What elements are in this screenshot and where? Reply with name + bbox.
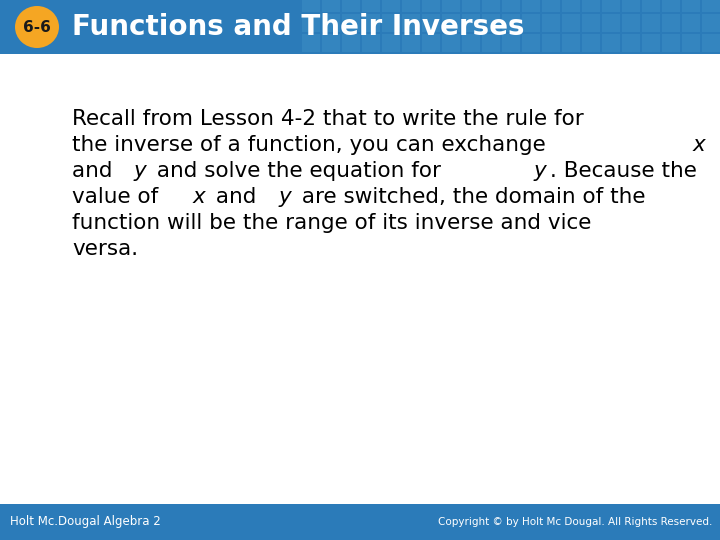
Text: y: y [133, 161, 146, 181]
Bar [442, 14, 460, 32]
Bar [0, 504, 720, 540]
Bar [542, 34, 560, 52]
Bar [542, 0, 560, 12]
Bar [382, 14, 400, 32]
Text: 6-6: 6-6 [23, 19, 51, 35]
Bar [662, 34, 680, 52]
Bar [462, 0, 480, 12]
Text: x: x [192, 187, 205, 207]
Bar [482, 34, 500, 52]
Bar [422, 14, 440, 32]
Bar [362, 14, 380, 32]
Bar [642, 14, 660, 32]
Bar [582, 14, 600, 32]
Bar [422, 34, 440, 52]
Text: the inverse of a function, you can exchange: the inverse of a function, you can excha… [72, 135, 553, 155]
Bar [702, 14, 720, 32]
Bar [382, 0, 400, 12]
Bar [322, 34, 340, 52]
Bar [462, 34, 480, 52]
Bar [302, 0, 320, 12]
Text: Holt Mc.Dougal Algebra 2: Holt Mc.Dougal Algebra 2 [10, 516, 161, 529]
Text: versa.: versa. [72, 239, 138, 259]
Bar [662, 0, 680, 12]
Bar [442, 34, 460, 52]
Bar [622, 14, 640, 32]
Text: x: x [692, 135, 705, 155]
Bar [302, 14, 320, 32]
Text: function will be the range of its inverse and vice: function will be the range of its invers… [72, 213, 591, 233]
Bar [702, 0, 720, 12]
Bar [402, 0, 420, 12]
Bar [582, 0, 600, 12]
Bar [582, 34, 600, 52]
Bar [342, 34, 360, 52]
Text: Copyright © by Holt Mc Dougal. All Rights Reserved.: Copyright © by Holt Mc Dougal. All Right… [438, 517, 712, 527]
Text: Functions and Their Inverses: Functions and Their Inverses [72, 13, 524, 41]
Ellipse shape [15, 6, 59, 48]
Bar [342, 0, 360, 12]
Bar [0, 0, 720, 54]
Bar [402, 34, 420, 52]
Bar [522, 14, 540, 32]
Bar [402, 14, 420, 32]
Bar [562, 0, 580, 12]
Text: . Because the: . Because the [550, 161, 697, 181]
Bar [382, 34, 400, 52]
Bar [482, 0, 500, 12]
Bar [522, 34, 540, 52]
Bar [482, 14, 500, 32]
Bar [682, 0, 700, 12]
Bar [362, 34, 380, 52]
Bar [502, 34, 520, 52]
Bar [522, 0, 540, 12]
Bar [642, 0, 660, 12]
Bar [542, 14, 560, 32]
Text: are switched, the domain of the: are switched, the domain of the [295, 187, 646, 207]
Bar [602, 14, 620, 32]
Bar [602, 34, 620, 52]
Bar [622, 0, 640, 12]
Bar [302, 34, 320, 52]
Bar [622, 34, 640, 52]
Bar [562, 14, 580, 32]
Bar [682, 34, 700, 52]
Text: and: and [209, 187, 263, 207]
Bar [322, 14, 340, 32]
Bar [342, 14, 360, 32]
Bar [682, 14, 700, 32]
Bar [602, 0, 620, 12]
Bar [422, 0, 440, 12]
Bar [702, 34, 720, 52]
Bar [502, 0, 520, 12]
Bar [502, 14, 520, 32]
Text: y: y [534, 161, 546, 181]
Bar [442, 0, 460, 12]
Bar [642, 34, 660, 52]
Text: Recall from Lesson 4-2 that to write the rule for: Recall from Lesson 4-2 that to write the… [72, 109, 584, 129]
Bar [322, 0, 340, 12]
Bar [362, 0, 380, 12]
Text: value of: value of [72, 187, 165, 207]
Text: and solve the equation for: and solve the equation for [150, 161, 447, 181]
Text: and: and [72, 161, 120, 181]
Bar [562, 34, 580, 52]
Bar [662, 14, 680, 32]
Bar [462, 14, 480, 32]
Text: y: y [279, 187, 292, 207]
